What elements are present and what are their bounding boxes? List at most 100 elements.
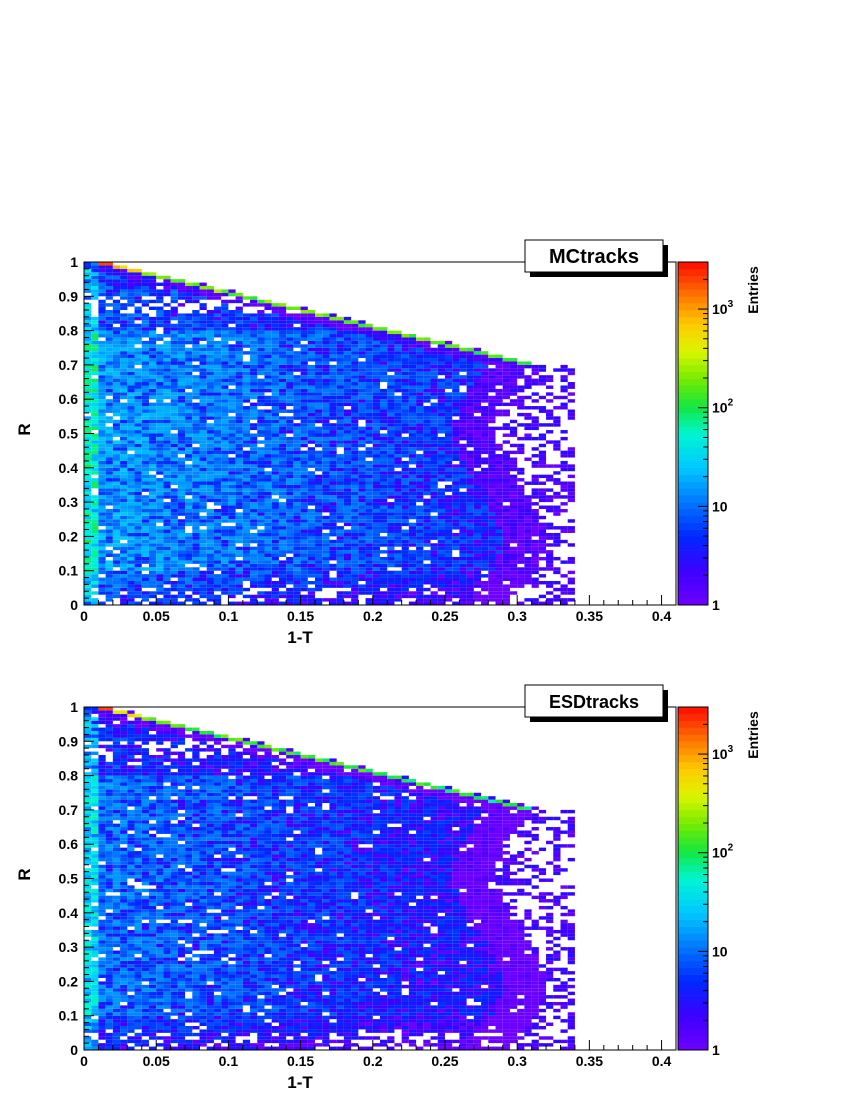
heatmap-bin [228, 419, 236, 424]
heatmap-bin [394, 574, 402, 578]
heatmap-bin [163, 364, 171, 369]
heatmap-bin [250, 385, 258, 389]
heatmap-bin [185, 371, 193, 376]
heatmap-bin [242, 505, 251, 509]
heatmap-bin [148, 474, 157, 479]
heatmap-bin [250, 536, 258, 540]
heatmap-bin [141, 395, 149, 400]
heatmap-bin [322, 430, 330, 434]
heatmap-bin [495, 580, 503, 585]
heatmap-bin [495, 478, 503, 482]
heatmap-bin [459, 368, 467, 372]
heatmap-bin [372, 378, 380, 383]
heatmap-bin [365, 440, 373, 444]
heatmap-bin [250, 303, 258, 307]
heatmap-bin [365, 484, 373, 489]
heatmap-bin [271, 388, 279, 393]
heatmap-bin [148, 498, 157, 503]
heatmap-bin [199, 433, 207, 437]
heatmap-bin [387, 443, 395, 448]
heatmap-bin [546, 508, 554, 513]
heatmap-bin [134, 388, 142, 393]
heatmap-bin [423, 409, 431, 413]
heatmap-bin [322, 406, 330, 410]
heatmap-bin [156, 378, 164, 383]
heatmap-bin [351, 412, 359, 417]
heatmap-bin [351, 402, 359, 407]
heatmap-bin [120, 402, 128, 407]
heatmap-bin [437, 351, 445, 355]
heatmap-bin [466, 539, 474, 544]
heatmap-bin [91, 584, 99, 588]
heatmap-bin [307, 436, 316, 441]
heatmap-bin [502, 361, 510, 365]
heatmap-bin [221, 471, 229, 475]
heatmap-bin [293, 351, 301, 355]
heatmap-bin [351, 361, 359, 365]
heatmap-bin [242, 563, 251, 568]
heatmap-bin [459, 412, 467, 417]
heatmap-bin [358, 591, 366, 595]
heatmap-bin [322, 409, 330, 413]
heatmap-bin [481, 419, 489, 424]
heatmap-bin [170, 310, 178, 314]
heatmap-bin [502, 560, 510, 564]
heatmap-bin [481, 508, 489, 513]
heatmap-bin [372, 556, 380, 561]
heatmap-bin [394, 436, 402, 441]
heatmap-bin [213, 375, 222, 379]
heatmap-bin [315, 577, 323, 581]
heatmap-bin [91, 550, 99, 554]
heatmap-bin [567, 580, 575, 585]
heatmap-bin [192, 484, 200, 489]
heatmap-bin [336, 580, 344, 585]
heatmap-bin [213, 327, 222, 331]
heatmap-bin [293, 385, 301, 389]
heatmap-bin [163, 351, 171, 355]
heatmap-bin [120, 378, 128, 383]
heatmap-bin [517, 375, 525, 379]
heatmap-bin [105, 536, 113, 540]
heatmap-bin [127, 354, 135, 359]
heatmap-bin [235, 388, 243, 393]
heatmap-bin [91, 519, 99, 523]
heatmap-bin [466, 546, 474, 551]
heatmap-bin [538, 406, 547, 410]
heatmap-bin [495, 412, 503, 417]
heatmap-bin [206, 443, 214, 448]
heatmap-bin [387, 580, 395, 585]
heatmap-bin [329, 512, 337, 516]
heatmap-bin [408, 447, 417, 451]
heatmap-bin [423, 361, 431, 365]
heatmap-bin [495, 399, 503, 403]
heatmap-bin [177, 340, 186, 345]
heatmap-bin [185, 519, 193, 523]
heatmap-bin [105, 385, 113, 389]
heatmap-bin [336, 508, 344, 513]
heatmap-bin [278, 337, 287, 341]
heatmap-bin [524, 423, 532, 427]
heatmap-bin [91, 539, 99, 544]
heatmap-bin [416, 436, 424, 441]
heatmap-bin [423, 447, 431, 451]
heatmap-bin [343, 399, 352, 403]
heatmap-bin [322, 395, 330, 400]
heatmap-bin [300, 526, 308, 530]
heatmap-bin [459, 457, 467, 461]
heatmap-bin [286, 460, 294, 465]
heatmap-bin [163, 519, 171, 523]
heatmap-bin [437, 574, 445, 578]
heatmap-bin [120, 358, 128, 362]
heatmap-bin [387, 560, 395, 564]
heatmap-bin [351, 392, 359, 396]
heatmap-bin [329, 330, 337, 335]
heatmap-bin [488, 505, 496, 509]
heatmap-bin [365, 337, 373, 341]
heatmap-bin [84, 495, 92, 499]
heatmap-bin [120, 570, 128, 575]
heatmap-bin [538, 536, 547, 540]
heatmap-bin [322, 320, 330, 324]
heatmap-bin [423, 433, 431, 437]
heatmap-bin [177, 498, 186, 503]
heatmap-bin [502, 368, 510, 372]
